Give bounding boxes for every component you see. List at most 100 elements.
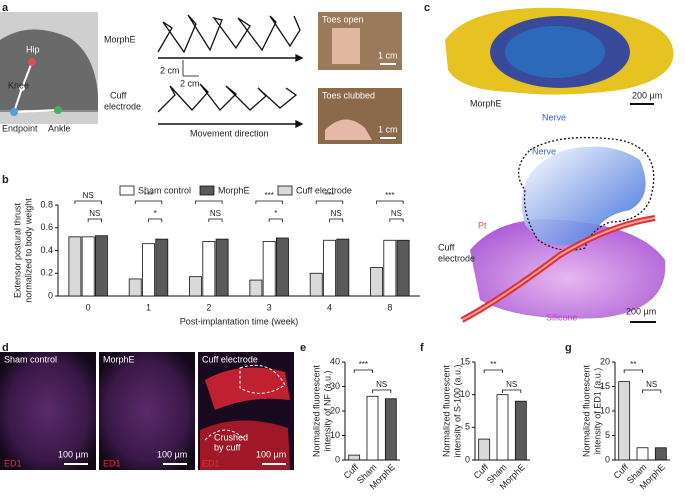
y-tick-label: 20 (330, 405, 340, 415)
bar (215, 238, 229, 297)
label-morphe: MorphE (470, 98, 502, 108)
y-axis-label: Normalized fluorescent (581, 364, 591, 457)
stain-label: ED1 (103, 458, 121, 468)
significance-label: * (154, 209, 157, 218)
render-top (445, 7, 674, 105)
y-tick-label: 15 (600, 381, 610, 391)
stain-label: ED1 (4, 458, 22, 468)
significance-bracket (195, 200, 223, 204)
significance-bracket (353, 369, 373, 373)
label-cuff: Cuff (110, 90, 127, 100)
micrograph-title: MorphE (103, 354, 135, 364)
y-tick-label: 30 (330, 381, 340, 391)
significance-label: ** (630, 360, 636, 369)
bar (249, 279, 263, 297)
photo-label: Toes clubbed (322, 90, 375, 100)
label-cuff: electrode (104, 101, 141, 111)
significance-label: NS (391, 209, 402, 218)
scale-bar-label: 2 cm (180, 78, 200, 88)
bar (309, 272, 323, 297)
bar (262, 240, 276, 297)
x-tick-label: 1 (146, 302, 151, 312)
y-tick-label: 0.6 (40, 222, 53, 232)
bar (636, 447, 649, 461)
label-cuff: electrode (438, 253, 475, 263)
significance-bracket (268, 218, 283, 222)
bar (383, 239, 397, 297)
bar (654, 447, 667, 461)
annotation: Crushed (214, 432, 248, 442)
x-tick-label: 8 (387, 302, 392, 312)
legend-label: MorphE (218, 185, 250, 195)
label-silicone: Silicone (546, 312, 578, 322)
bar (68, 236, 82, 297)
bar (366, 395, 379, 461)
significance-label: NS (89, 209, 100, 218)
significance-bracket (642, 389, 662, 393)
y-tick-label: 0 (335, 454, 340, 464)
significance-label: *** (385, 191, 394, 200)
axis-label: Movement direction (190, 128, 269, 138)
x-axis-label: Post-implantation time (week) (180, 316, 299, 326)
legend-swatch (119, 185, 135, 196)
y-tick-label: 0.4 (40, 245, 53, 255)
y-tick-label: 5 (605, 430, 610, 440)
bar (348, 454, 361, 461)
x-tick-label: 0 (86, 302, 91, 312)
legend-swatch (199, 185, 215, 196)
y-tick-label: 0 (605, 454, 610, 464)
scale-bar-label: 200 µm (632, 90, 662, 100)
significance-bracket (208, 218, 223, 222)
significance-bracket (74, 200, 102, 204)
significance-label: * (274, 209, 277, 218)
bar (142, 243, 155, 297)
y-tick-label: 10 (460, 389, 470, 399)
label-knee: Knee (8, 80, 29, 90)
rat-image (0, 12, 98, 124)
bar (370, 267, 383, 297)
label-pt: Pt (478, 220, 487, 230)
x-tick-label: 3 (267, 302, 272, 312)
bar (81, 236, 95, 297)
bar (95, 235, 108, 297)
micrograph-title: Sham control (4, 354, 57, 364)
scale-bar-label: 100 µm (157, 449, 187, 459)
bar (384, 398, 397, 461)
panel-label: g (565, 342, 572, 354)
bar (496, 394, 509, 461)
y-axis-label: intensity of ED1 (a.u.) (592, 368, 602, 455)
bar (189, 276, 202, 297)
y-tick-label: 20 (600, 356, 610, 366)
significance-bracket (483, 369, 503, 373)
label-ankle: Ankle (48, 123, 71, 133)
y-tick-label: 15 (460, 356, 470, 366)
y-tick-label: 0.8 (40, 199, 53, 209)
scale-bar-label: 1 cm (378, 124, 398, 134)
significance-label: NS (83, 191, 94, 200)
y-tick-label: 0.2 (40, 268, 53, 278)
significance-label: *** (359, 360, 368, 369)
y-axis-label: Extensor postural thrust (12, 202, 22, 298)
significance-label: NS (506, 380, 517, 389)
render-bottom (460, 136, 666, 323)
label-endpoint: Endpoint (2, 123, 38, 133)
y-tick-label: 10 (330, 430, 340, 440)
bar (128, 278, 142, 297)
y-tick-label: 40 (330, 356, 340, 366)
scale-bar-label: 200 µm (626, 306, 656, 316)
label-cuff: Cuff (438, 242, 455, 252)
scale-bar-label: 100 µm (256, 449, 286, 459)
significance-label: NS (376, 380, 387, 389)
bar (618, 381, 631, 461)
significance-bracket (134, 200, 163, 204)
y-axis-label: normalized to body weight (23, 198, 33, 303)
significance-label: *** (325, 191, 334, 200)
y-axis-label: intensity of S-100 (a.u.) (452, 364, 462, 457)
panel-label: e (300, 342, 306, 354)
scale-bar-label: 1 cm (378, 50, 398, 60)
significance-bracket (372, 389, 392, 393)
y-axis-label: Normalized fluorescent (441, 364, 451, 457)
bar (478, 438, 491, 461)
stain-label: ED1 (202, 458, 220, 468)
y-axis-label: intensity of NF (a.u.) (322, 370, 332, 451)
